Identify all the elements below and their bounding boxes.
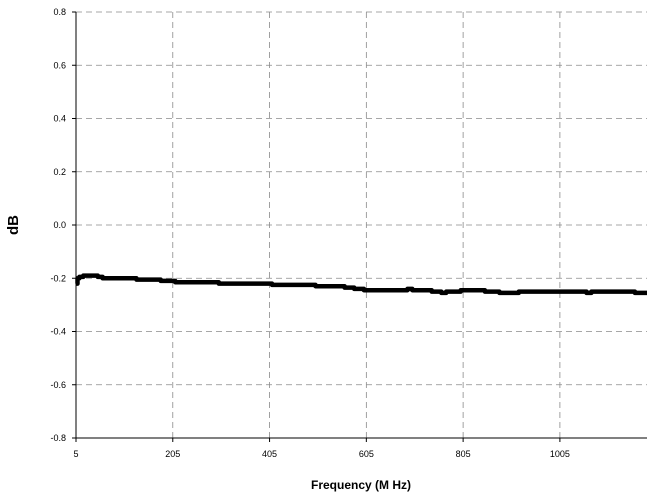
x-tick-label: 205 <box>165 449 180 459</box>
x-tick-label: 405 <box>262 449 277 459</box>
y-tick-label: 0.4 <box>53 114 66 124</box>
y-tick-label: 0.2 <box>53 167 66 177</box>
y-tick-label: 0.6 <box>53 60 66 70</box>
x-tick-label: 805 <box>456 449 471 459</box>
y-tick-label: -0.8 <box>50 433 66 443</box>
x-tick-labels: 5 205 405 605 805 1005 <box>73 449 569 459</box>
series-group <box>75 273 647 296</box>
y-tick-label: -0.6 <box>50 380 66 390</box>
y-axis-label: dB <box>5 215 22 235</box>
gridlines <box>76 11 647 438</box>
y-tick-label: 0.8 <box>53 7 66 17</box>
x-axis-label: Frequency (M Hz) <box>311 478 411 492</box>
y-tick-labels: 0.8 0.6 0.4 0.2 0.0 -0.2 -0.4 -0.6 -0.8 <box>50 7 66 443</box>
y-tick-label: -0.2 <box>50 273 66 283</box>
axes <box>72 11 647 442</box>
series-line <box>75 273 647 296</box>
x-tick-label: 605 <box>359 449 374 459</box>
y-tick-label: -0.4 <box>50 327 66 337</box>
y-tick-label: 0.0 <box>53 220 66 230</box>
x-tick-label: 5 <box>73 449 78 459</box>
x-tick-label: 1005 <box>550 449 570 459</box>
